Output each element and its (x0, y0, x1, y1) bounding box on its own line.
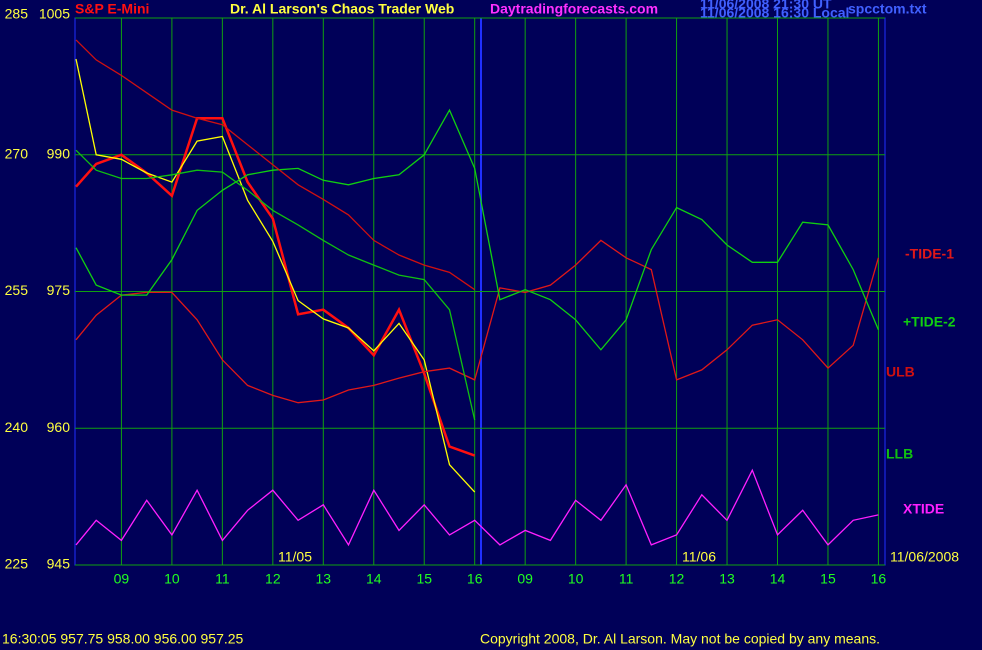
x-tick-label: 10 (164, 571, 180, 587)
copyright: Copyright 2008, Dr. Al Larson. May not b… (480, 631, 880, 647)
x-tick-label: 12 (669, 571, 685, 587)
x-tick-label: 12 (265, 571, 281, 587)
y-tick-label: 1005 (39, 6, 70, 22)
site: Daytradingforecasts.com (490, 1, 658, 17)
legend-entry: +TIDE-2 (903, 314, 956, 330)
y2-tick-label: 270 (5, 145, 29, 161)
series-line (75, 468, 879, 547)
y2-tick-label: 255 (5, 282, 29, 298)
timestamp: 11/06/2008 21:30 UT (700, 0, 832, 12)
x-tick-label: 13 (316, 571, 332, 587)
y-tick-label: 975 (47, 282, 71, 298)
date-label: 11/06/2008 (890, 549, 959, 565)
x-tick-label: 15 (820, 571, 836, 587)
quote: 16:30:05 957.75 958.00 956.00 957.25 (2, 631, 244, 647)
y2-tick-label: 285 (5, 6, 29, 22)
y2-tick-label: 240 (5, 419, 29, 435)
x-tick-label: 13 (719, 571, 735, 587)
x-tick-label: 11 (215, 571, 230, 587)
y-tick-label: 960 (47, 419, 71, 435)
x-tick-label: 10 (568, 571, 584, 587)
chart-title: Dr. Al Larson's Chaos Trader Web (230, 1, 454, 17)
file-name: spcctom.txt (848, 1, 927, 17)
y-tick-label: 990 (47, 145, 71, 161)
series-line (75, 58, 476, 493)
y-tick-label: 945 (47, 556, 71, 572)
legend-entry: ULB (886, 364, 915, 380)
x-tick-label: 14 (770, 571, 786, 587)
series-line (75, 149, 476, 421)
timestamp: 11/06/2008 16:30 Local (700, 5, 849, 21)
x-tick-label: 14 (366, 571, 382, 587)
x-tick-label: 16 (871, 571, 887, 587)
legend-entry: -TIDE-1 (905, 246, 954, 262)
series-line (75, 39, 476, 291)
legend-entry: S&P E-Mini (75, 1, 149, 17)
x-tick-label: 09 (517, 571, 533, 587)
date-label: 11/05 (278, 549, 312, 565)
legend-entry: XTIDE (903, 501, 944, 517)
series-line (75, 239, 880, 404)
x-tick-label: 11 (619, 571, 634, 587)
legend-entry: LLB (886, 446, 913, 462)
x-tick-label: 16 (467, 571, 483, 587)
y2-tick-label: 225 (5, 556, 29, 572)
x-tick-label: 09 (114, 571, 130, 587)
x-tick-label: 15 (416, 571, 432, 587)
series-line (75, 117, 476, 457)
series-line (75, 108, 879, 351)
date-label: 11/06 (682, 549, 716, 565)
